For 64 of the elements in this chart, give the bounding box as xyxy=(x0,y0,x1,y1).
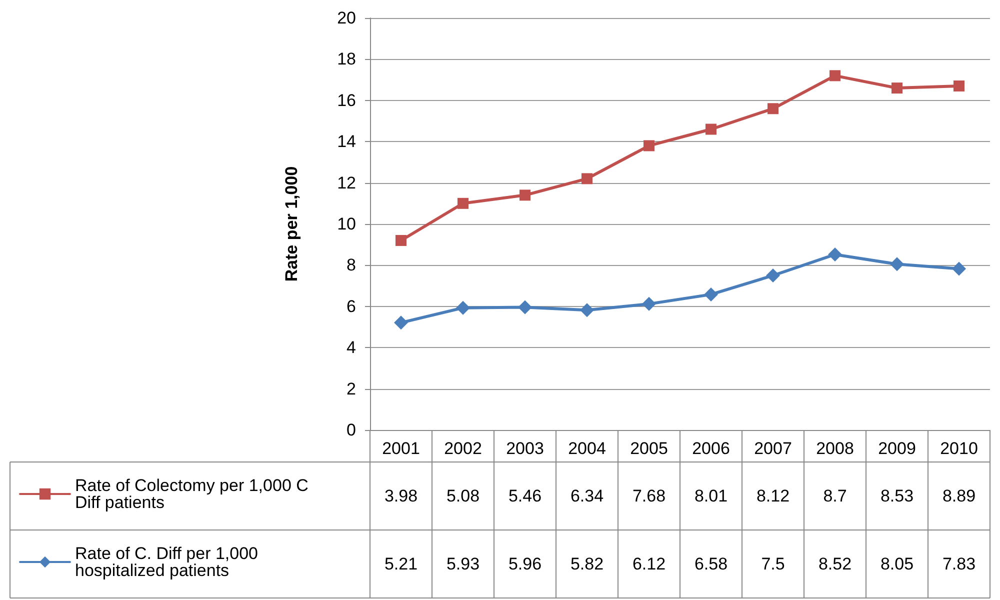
x-tick-label: 2002 xyxy=(444,439,482,458)
text: 8.89 xyxy=(942,486,976,506)
y-tick-label: 16 xyxy=(337,90,356,110)
y-tick-label: 18 xyxy=(337,50,356,69)
y-tick-label: 20 xyxy=(337,8,356,28)
point xyxy=(582,173,592,184)
y-tick-label: 0 xyxy=(346,420,356,440)
text: 8.01 xyxy=(694,486,728,506)
x-tick-label: 2004 xyxy=(568,439,606,458)
x-tick-label: 2005 xyxy=(630,439,668,458)
x-tick-label: 2010 xyxy=(940,439,978,458)
text: 8.12 xyxy=(756,486,790,506)
point xyxy=(766,268,780,282)
point xyxy=(954,80,964,92)
x-tick-label: 2001 xyxy=(382,439,420,458)
point xyxy=(580,303,594,318)
text: 5.08 xyxy=(446,486,480,506)
x-tick-label: 2007 xyxy=(754,439,792,458)
y-tick-label: 14 xyxy=(337,132,356,152)
y-tick-label: 12 xyxy=(337,173,356,192)
data-label: 5.82 xyxy=(570,554,604,574)
y-tick-label: 2 xyxy=(346,379,356,398)
data-label: 7.5 xyxy=(761,554,785,574)
y-tick-label: 6 xyxy=(346,296,356,316)
point xyxy=(456,300,470,315)
data-label: 8.52 xyxy=(818,554,852,574)
point xyxy=(890,257,904,272)
x-tick-label: 2009 xyxy=(878,439,916,458)
point xyxy=(518,300,532,314)
legend-label: Rate of C. Diff per 1,000 hospitalized patients xyxy=(75,544,263,580)
y-tick-label: 8 xyxy=(346,256,356,275)
point xyxy=(892,82,902,94)
point xyxy=(830,70,840,82)
text: 7.68 xyxy=(632,486,666,506)
point xyxy=(768,103,778,114)
y-tick-label: 10 xyxy=(337,214,356,234)
point xyxy=(396,234,406,246)
y-tick-label: 4 xyxy=(346,338,356,358)
x-tick-label: 2003 xyxy=(506,439,544,458)
point xyxy=(394,316,408,330)
data-label: 7.83 xyxy=(942,554,976,574)
point xyxy=(458,198,468,209)
data-label: 8.05 xyxy=(880,554,914,574)
text: 8.7 xyxy=(823,486,847,506)
point xyxy=(642,296,656,311)
point xyxy=(828,247,842,262)
point xyxy=(644,140,654,152)
text: 3.98 xyxy=(384,486,418,506)
legend-label: Rate of Colectomy per 1,000 C Diff patients xyxy=(75,476,314,512)
data-label: 6.58 xyxy=(694,554,728,574)
point xyxy=(704,287,718,302)
text: 8.53 xyxy=(880,486,914,506)
x-tick-label: 2008 xyxy=(816,439,854,458)
data-label: 5.93 xyxy=(446,554,480,574)
data-label: 5.96 xyxy=(508,554,542,574)
text: 6.34 xyxy=(570,486,604,506)
data-label: 5.21 xyxy=(384,554,418,574)
point xyxy=(520,190,530,201)
data-label: 6.12 xyxy=(632,554,666,574)
text: 5.46 xyxy=(508,486,542,506)
x-tick-label: 2006 xyxy=(692,439,730,458)
y-axis-title: Rate per 1,000 xyxy=(282,166,301,282)
point xyxy=(952,262,966,276)
point xyxy=(706,124,716,135)
